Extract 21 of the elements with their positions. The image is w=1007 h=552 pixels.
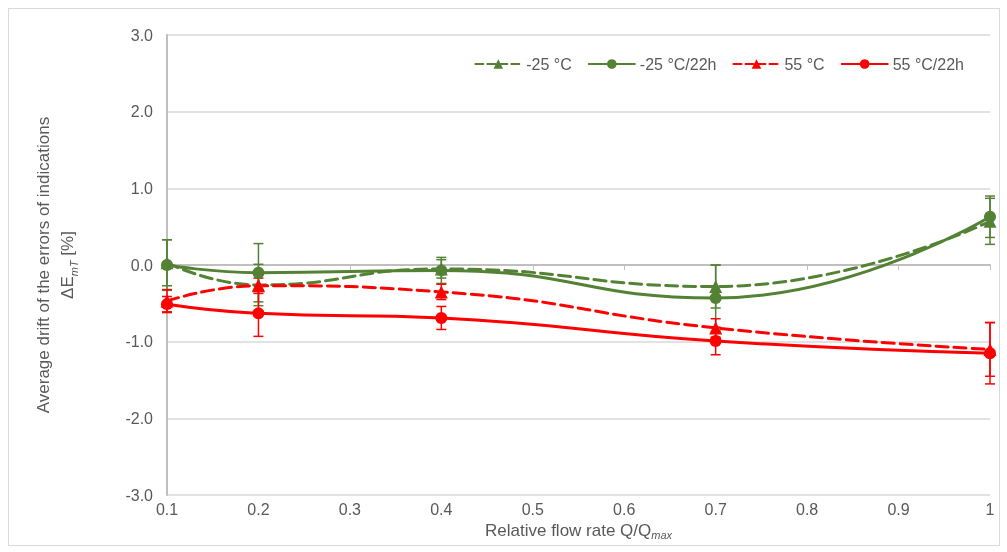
x-tick-label: 0.4 bbox=[430, 500, 453, 518]
y-tick-label: -3.0 bbox=[125, 486, 154, 504]
x-tick-label: 0.7 bbox=[704, 500, 727, 518]
legend-label: 55 °C/22h bbox=[892, 55, 965, 73]
x-tick-label: 0.3 bbox=[338, 500, 362, 518]
legend-label: -25 °C/22h bbox=[639, 55, 717, 73]
x-tick-label: 1 bbox=[985, 500, 995, 518]
x-tick-label: 0.1 bbox=[155, 500, 179, 518]
y-tick-label: -2.0 bbox=[125, 409, 154, 427]
y-tick-label: 1.0 bbox=[130, 179, 154, 197]
y-tick-label: 3.0 bbox=[130, 26, 154, 44]
x-tick-label: 0.5 bbox=[521, 500, 544, 518]
legend-label: 55 °C bbox=[784, 55, 825, 73]
x-tick-label: 0.8 bbox=[795, 500, 819, 518]
x-tick-label: 0.6 bbox=[613, 500, 636, 518]
legend-label: -25 °C bbox=[526, 55, 572, 73]
y-tick-label: 2.0 bbox=[130, 103, 154, 121]
x-tick-label: 0.9 bbox=[887, 500, 910, 518]
y-tick-label: 0.0 bbox=[130, 256, 154, 274]
y-tick-label: -1.0 bbox=[125, 333, 154, 351]
x-tick-label: 0.2 bbox=[247, 500, 270, 518]
